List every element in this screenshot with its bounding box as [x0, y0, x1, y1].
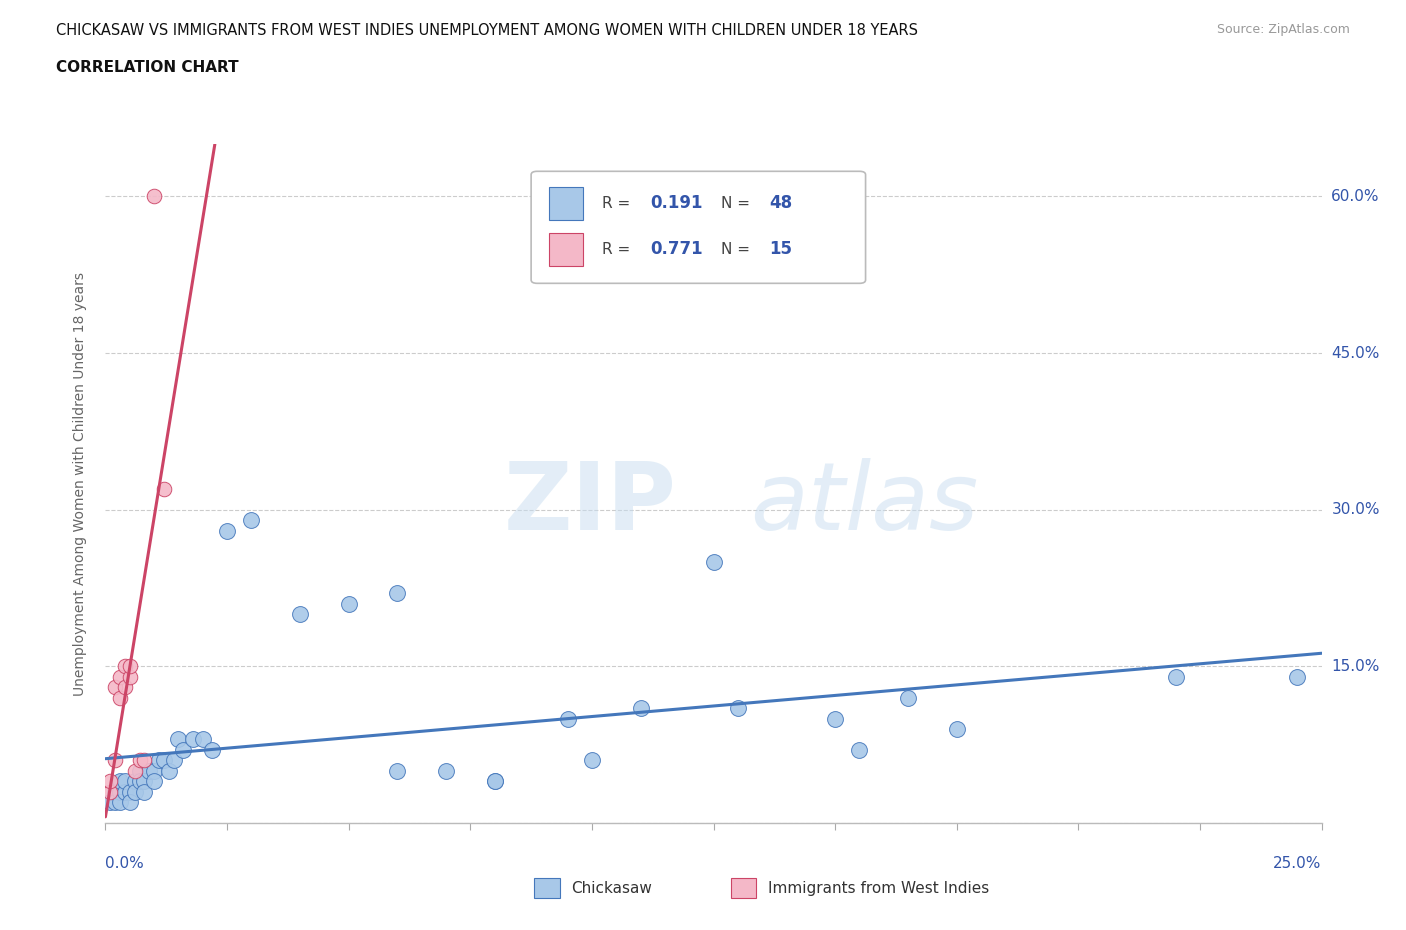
- Point: [630, 700, 652, 715]
- Text: N =: N =: [721, 195, 755, 211]
- Text: CORRELATION CHART: CORRELATION CHART: [56, 60, 239, 75]
- Point: [114, 680, 136, 695]
- Point: [118, 659, 141, 674]
- Point: [124, 784, 146, 799]
- Point: [104, 784, 127, 799]
- Text: CHICKASAW VS IMMIGRANTS FROM WEST INDIES UNEMPLOYMENT AMONG WOMEN WITH CHILDREN : CHICKASAW VS IMMIGRANTS FROM WEST INDIES…: [56, 23, 918, 38]
- FancyBboxPatch shape: [550, 233, 583, 266]
- Text: 45.0%: 45.0%: [1331, 346, 1379, 361]
- Text: 15: 15: [769, 240, 793, 259]
- Text: 0.191: 0.191: [651, 194, 703, 212]
- Point: [124, 774, 146, 789]
- Point: [848, 742, 870, 757]
- Text: 30.0%: 30.0%: [1331, 502, 1379, 517]
- Text: 60.0%: 60.0%: [1331, 189, 1379, 204]
- Point: [128, 774, 150, 789]
- Point: [98, 795, 121, 810]
- Text: R =: R =: [602, 195, 634, 211]
- FancyBboxPatch shape: [550, 187, 583, 219]
- Point: [108, 670, 131, 684]
- Point: [134, 774, 156, 789]
- Point: [217, 524, 239, 538]
- Point: [167, 732, 190, 747]
- Point: [104, 795, 127, 810]
- Point: [157, 764, 180, 778]
- Point: [557, 711, 579, 726]
- Point: [114, 784, 136, 799]
- Point: [128, 753, 150, 768]
- Point: [153, 482, 176, 497]
- Point: [702, 554, 725, 569]
- Point: [104, 753, 127, 768]
- Point: [945, 722, 967, 737]
- Point: [98, 784, 121, 799]
- Point: [434, 764, 457, 778]
- Point: [581, 753, 603, 768]
- Point: [288, 606, 311, 621]
- Point: [387, 586, 409, 601]
- Text: 0.771: 0.771: [651, 240, 703, 259]
- Text: atlas: atlas: [749, 458, 979, 550]
- Point: [191, 732, 214, 747]
- Point: [118, 670, 141, 684]
- Point: [108, 784, 131, 799]
- Point: [98, 774, 121, 789]
- Point: [108, 690, 131, 705]
- FancyBboxPatch shape: [531, 171, 866, 284]
- Text: Chickasaw: Chickasaw: [571, 881, 652, 896]
- Point: [134, 784, 156, 799]
- Point: [153, 753, 176, 768]
- Text: Source: ZipAtlas.com: Source: ZipAtlas.com: [1216, 23, 1350, 36]
- Point: [143, 774, 166, 789]
- Text: 48: 48: [769, 194, 793, 212]
- Y-axis label: Unemployment Among Women with Children Under 18 years: Unemployment Among Women with Children U…: [73, 272, 87, 696]
- Point: [108, 774, 131, 789]
- Point: [1286, 670, 1309, 684]
- Point: [337, 596, 360, 611]
- Point: [172, 742, 194, 757]
- Point: [1164, 670, 1187, 684]
- Text: Immigrants from West Indies: Immigrants from West Indies: [768, 881, 988, 896]
- Text: 15.0%: 15.0%: [1331, 658, 1379, 674]
- Point: [143, 764, 166, 778]
- Point: [387, 764, 409, 778]
- Point: [824, 711, 846, 726]
- Point: [201, 742, 224, 757]
- Text: N =: N =: [721, 242, 755, 257]
- Point: [118, 795, 141, 810]
- Point: [240, 512, 263, 527]
- Point: [114, 659, 136, 674]
- Point: [148, 753, 170, 768]
- Point: [181, 732, 204, 747]
- Point: [134, 753, 156, 768]
- Text: R =: R =: [602, 242, 634, 257]
- Point: [118, 784, 141, 799]
- Text: ZIP: ZIP: [505, 458, 678, 550]
- Point: [104, 680, 127, 695]
- Point: [484, 774, 506, 789]
- Point: [727, 700, 749, 715]
- Point: [143, 189, 166, 204]
- Point: [128, 764, 150, 778]
- Point: [114, 774, 136, 789]
- Text: 0.0%: 0.0%: [105, 856, 145, 870]
- Text: 25.0%: 25.0%: [1274, 856, 1322, 870]
- Point: [484, 774, 506, 789]
- Point: [162, 753, 184, 768]
- Point: [138, 764, 160, 778]
- Point: [897, 690, 920, 705]
- Point: [108, 795, 131, 810]
- Point: [124, 764, 146, 778]
